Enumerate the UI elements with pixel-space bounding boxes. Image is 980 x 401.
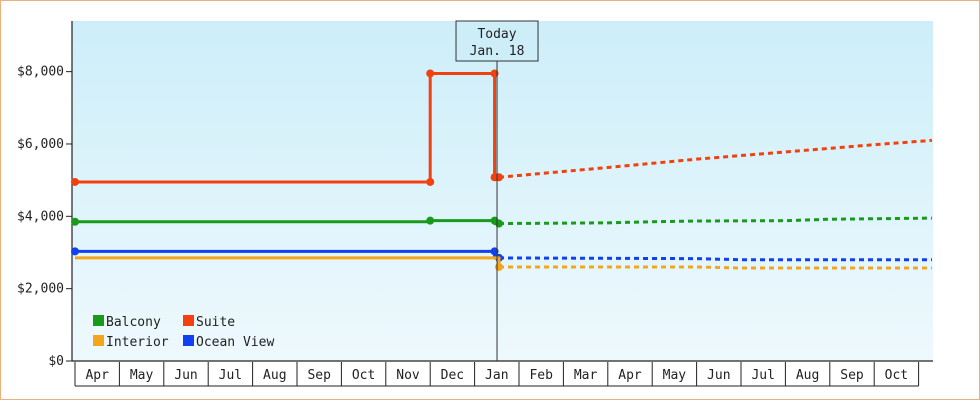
legend-label: Interior <box>106 335 169 350</box>
data-point-suite[interactable] <box>426 177 435 186</box>
data-point-balcony[interactable] <box>426 216 435 225</box>
month-label: Aug <box>263 368 286 383</box>
month-label: Mar <box>574 368 598 383</box>
month-label: May <box>130 368 154 383</box>
legend-item[interactable]: Ocean View <box>183 335 274 350</box>
data-point-interior[interactable] <box>495 262 504 271</box>
forecast-line-suite <box>498 138 933 179</box>
legend-item[interactable]: Suite <box>183 315 235 330</box>
month-label: Aug <box>796 368 819 383</box>
y-tick-label: $0 <box>48 354 64 369</box>
data-point-suite[interactable] <box>426 69 435 78</box>
data-point-suite[interactable] <box>71 177 79 186</box>
today-box <box>455 20 539 62</box>
data-point-balcony[interactable] <box>71 217 79 226</box>
y-tick-label: $4,000 <box>17 209 64 224</box>
data-point-ocean_view[interactable] <box>71 247 79 256</box>
legend-swatch <box>183 315 194 326</box>
today-date: Jan. 18 <box>470 44 525 59</box>
month-label: Jul <box>219 368 242 383</box>
data-point-suite[interactable] <box>495 173 504 182</box>
month-label: Jun <box>707 368 730 383</box>
legend-swatch <box>183 335 194 346</box>
month-label: Oct <box>352 368 375 383</box>
forecast-line-ocean_view <box>499 256 932 262</box>
y-tick-label: $8,000 <box>17 65 64 80</box>
data-point-balcony[interactable] <box>495 219 504 228</box>
forecast-line-interior <box>499 265 932 270</box>
forecast-line-balcony <box>499 216 932 226</box>
month-label: Jun <box>174 368 197 383</box>
legend-item[interactable]: Balcony <box>93 315 161 330</box>
month-label: Apr <box>618 368 642 383</box>
month-label: Sep <box>307 368 331 383</box>
month-label: Oct <box>885 368 908 383</box>
legend-swatch <box>93 335 104 346</box>
legend-item[interactable]: Interior <box>93 335 169 350</box>
month-label: Jul <box>751 368 774 383</box>
legend-label: Balcony <box>106 315 161 330</box>
month-label: Nov <box>396 368 420 383</box>
legend-label: Suite <box>196 315 235 330</box>
month-label: May <box>663 368 687 383</box>
month-label: Jan <box>485 368 508 383</box>
month-label: Dec <box>441 368 464 383</box>
today-label: Today <box>477 27 516 42</box>
legend-swatch <box>93 315 104 326</box>
y-tick-label: $2,000 <box>17 282 64 297</box>
plot-background <box>72 21 933 361</box>
month-label: Apr <box>85 368 109 383</box>
month-label: Feb <box>529 368 553 383</box>
legend-label: Ocean View <box>196 335 274 350</box>
month-label: Sep <box>840 368 864 383</box>
y-tick-label: $6,000 <box>17 137 64 152</box>
